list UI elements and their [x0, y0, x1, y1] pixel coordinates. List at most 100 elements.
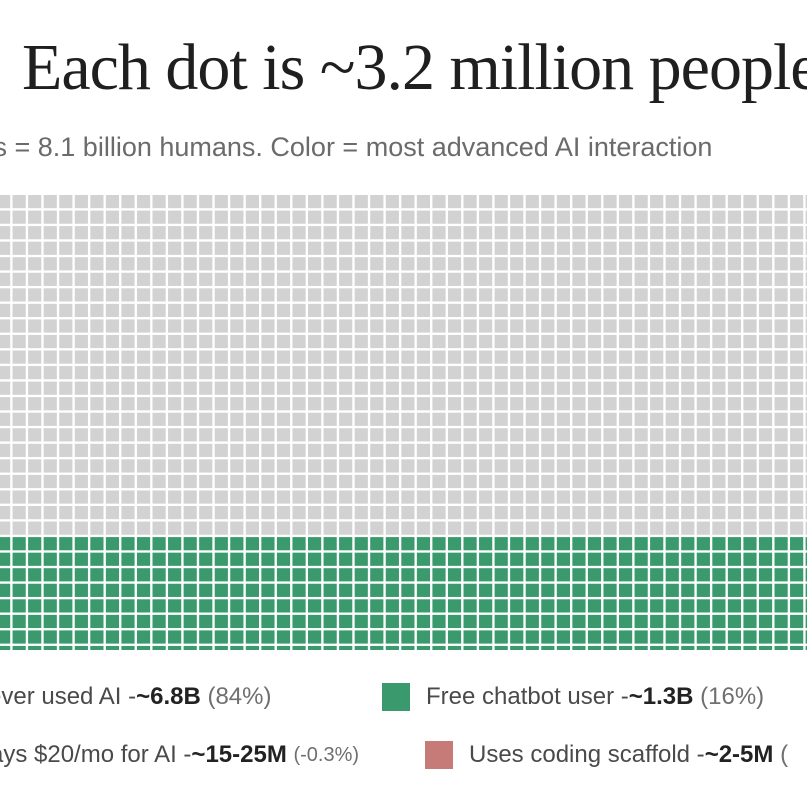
waffle-dot-never — [136, 397, 151, 411]
waffle-dot-never — [587, 397, 602, 411]
waffle-dot-never — [805, 428, 807, 442]
waffle-dot-never — [199, 459, 213, 473]
waffle-dot-never — [105, 397, 120, 411]
waffle-dot-free — [650, 552, 664, 566]
waffle-dot-never — [43, 272, 57, 286]
waffle-dot-free — [90, 568, 104, 582]
waffle-dot-free — [183, 537, 197, 551]
waffle-dot-never — [479, 334, 493, 349]
waffle-dot-free — [12, 552, 26, 566]
waffle-dot-never — [696, 459, 710, 473]
waffle-dot-never — [308, 459, 322, 473]
waffle-dot-never — [665, 412, 679, 426]
waffle-dot-free — [556, 583, 570, 597]
waffle-dot-never — [665, 381, 679, 395]
waffle-dot-never — [245, 195, 259, 209]
waffle-dot-never — [774, 366, 788, 380]
waffle-dot-free — [727, 537, 742, 551]
waffle-dot-never — [261, 210, 275, 224]
waffle-dot-never — [0, 226, 11, 240]
waffle-dot-free — [292, 537, 306, 551]
waffle-dot-never — [712, 350, 726, 364]
waffle-dot-never — [385, 412, 399, 426]
waffle-dot-free — [401, 552, 415, 566]
waffle-dot-never — [447, 303, 462, 318]
waffle-dot-never — [12, 241, 26, 255]
waffle-dot-never — [634, 350, 648, 364]
waffle-dot-never — [805, 412, 807, 426]
waffle-dot-never — [214, 226, 228, 240]
waffle-dot-never — [339, 319, 353, 333]
waffle-dot-never — [183, 272, 197, 286]
waffle-dot-never — [743, 257, 757, 271]
waffle-dot-free — [385, 614, 399, 629]
waffle-dot-free — [292, 552, 306, 566]
waffle-dot-never — [494, 303, 508, 318]
waffle-dot-never — [370, 257, 384, 271]
waffle-dot-never — [479, 319, 493, 333]
waffle-dot-never — [12, 195, 26, 209]
waffle-dot-free — [354, 552, 368, 566]
waffle-dot-never — [199, 226, 213, 240]
waffle-dot-free — [510, 630, 524, 644]
waffle-dot-free — [308, 630, 322, 644]
waffle-dot-never — [696, 210, 710, 224]
waffle-dot-never — [245, 506, 259, 520]
waffle-dot-never — [121, 319, 135, 333]
waffle-dot-never — [494, 397, 508, 411]
waffle-dot-never — [603, 350, 617, 364]
waffle-dot-free — [199, 614, 213, 629]
waffle-dot-free — [650, 599, 664, 613]
waffle-dot-never — [261, 506, 275, 520]
waffle-dot-never — [681, 397, 695, 411]
waffle-dot-free — [276, 599, 291, 613]
waffle-dot-never — [370, 195, 384, 209]
waffle-dot-free — [214, 552, 228, 566]
waffle-dot-never — [276, 334, 291, 349]
waffle-dot-free — [168, 614, 182, 629]
waffle-dot-never — [385, 272, 399, 286]
waffle-dot-never — [681, 257, 695, 271]
waffle-dot-never — [416, 288, 431, 302]
waffle-dot-free — [774, 599, 788, 613]
waffle-dot-never — [805, 366, 807, 380]
waffle-dot-never — [43, 521, 57, 535]
waffle-dot-free — [354, 568, 368, 582]
waffle-dot-never — [556, 334, 570, 349]
waffle-dot-never — [805, 334, 807, 349]
waffle-dot-never — [12, 397, 26, 411]
waffle-dot-free — [90, 599, 104, 613]
waffle-dot-never — [43, 474, 57, 489]
waffle-dot-free — [401, 630, 415, 644]
waffle-dot-never — [214, 521, 228, 535]
waffle-dot-never — [447, 334, 462, 349]
waffle-dot-never — [541, 381, 555, 395]
waffle-dot-free — [323, 552, 337, 566]
waffle-dot-never — [385, 334, 399, 349]
waffle-dot-never — [276, 506, 291, 520]
waffle-dot-never — [479, 210, 493, 224]
waffle-dot-never — [603, 490, 617, 504]
legend-percent-never: (84%) — [207, 683, 272, 710]
waffle-dot-never — [370, 210, 384, 224]
waffle-dot-never — [603, 257, 617, 271]
waffle-dot-never — [199, 490, 213, 504]
waffle-dot-never — [696, 241, 710, 255]
waffle-dot-never — [152, 381, 166, 395]
waffle-dot-never — [494, 474, 508, 489]
waffle-dot-free — [354, 630, 368, 644]
waffle-dot-never — [183, 490, 197, 504]
waffle-dot-never — [556, 272, 570, 286]
waffle-dot-free — [727, 583, 742, 597]
waffle-dot-free — [339, 568, 353, 582]
waffle-dot-never — [308, 506, 322, 520]
waffle-dot-never — [339, 195, 353, 209]
waffle-dot-free — [790, 599, 804, 613]
waffle-dot-never — [696, 272, 710, 286]
waffle-dot-never — [572, 366, 586, 380]
waffle-dot-never — [323, 490, 337, 504]
waffle-dot-never — [510, 397, 524, 411]
waffle-dot-never — [183, 412, 197, 426]
waffle-dot-never — [525, 257, 539, 271]
waffle-dot-free — [121, 583, 135, 597]
